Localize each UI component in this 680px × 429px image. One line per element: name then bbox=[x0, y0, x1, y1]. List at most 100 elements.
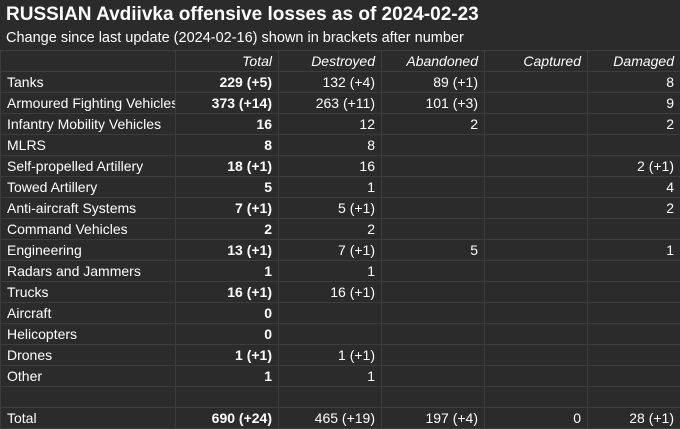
cell-damaged: 2 bbox=[587, 197, 680, 219]
table-row: MLRS 8 8 bbox=[0, 134, 680, 156]
cell-damaged bbox=[587, 134, 680, 156]
cell-abandoned bbox=[381, 302, 485, 324]
cell-damaged: 4 bbox=[587, 176, 680, 198]
cell-category: Helicopters bbox=[0, 323, 176, 345]
header-captured: Captured bbox=[484, 50, 588, 72]
cell-abandoned bbox=[381, 134, 485, 156]
cell-category: Total bbox=[0, 407, 176, 429]
header-row: Total Destroyed Abandoned Captured Damag… bbox=[0, 50, 680, 72]
cell-damaged: 28 (+1) bbox=[587, 407, 680, 429]
table-row: Drones 1 (+1) 1 (+1) bbox=[0, 344, 680, 366]
cell-total: 690 (+24) bbox=[175, 407, 279, 429]
cell-category: MLRS bbox=[0, 134, 176, 156]
cell-damaged bbox=[587, 281, 680, 303]
table-row: Self-propelled Artillery 18 (+1) 16 2 (+1) bbox=[0, 155, 680, 177]
losses-table: Total Destroyed Abandoned Captured Damag… bbox=[0, 50, 680, 429]
total-row: Total 690 (+24) 465 (+19) 197 (+4) 0 28 (+1) bbox=[0, 407, 680, 429]
cell-captured bbox=[484, 260, 588, 282]
cell-destroyed: 263 (+11) bbox=[278, 92, 382, 114]
page-title: RUSSIAN Avdiivka offensive losses as of … bbox=[6, 4, 479, 25]
cell-total: 1 (+1) bbox=[175, 344, 279, 366]
cell-abandoned: 5 bbox=[381, 239, 485, 261]
cell-destroyed bbox=[278, 323, 382, 345]
table-row: Radars and Jammers 1 1 bbox=[0, 260, 680, 282]
table-row: Helicopters 0 bbox=[0, 323, 680, 345]
cell-abandoned: 101 (+3) bbox=[381, 92, 485, 114]
cell-captured bbox=[484, 113, 588, 135]
spacer-cell bbox=[484, 386, 588, 408]
cell-abandoned bbox=[381, 197, 485, 219]
cell-captured bbox=[484, 218, 588, 240]
cell-abandoned bbox=[381, 365, 485, 387]
cell-abandoned bbox=[381, 176, 485, 198]
cell-abandoned: 197 (+4) bbox=[381, 407, 485, 429]
cell-total: 5 bbox=[175, 176, 279, 198]
header-category bbox=[0, 50, 176, 72]
header-destroyed: Destroyed bbox=[278, 50, 382, 72]
cell-captured bbox=[484, 176, 588, 198]
table-row: Anti-aircraft Systems 7 (+1) 5 (+1) 2 bbox=[0, 197, 680, 219]
cell-total: 8 bbox=[175, 134, 279, 156]
cell-captured bbox=[484, 134, 588, 156]
cell-destroyed: 132 (+4) bbox=[278, 71, 382, 93]
header-damaged: Damaged bbox=[587, 50, 680, 72]
cell-captured bbox=[484, 197, 588, 219]
cell-abandoned bbox=[381, 218, 485, 240]
cell-destroyed: 1 bbox=[278, 176, 382, 198]
cell-category: Command Vehicles bbox=[0, 218, 176, 240]
cell-damaged: 8 bbox=[587, 71, 680, 93]
table-row: Engineering 13 (+1) 7 (+1) 5 1 bbox=[0, 239, 680, 261]
cell-category: Self-propelled Artillery bbox=[0, 155, 176, 177]
cell-total: 229 (+5) bbox=[175, 71, 279, 93]
cell-total: 16 (+1) bbox=[175, 281, 279, 303]
spacer-row bbox=[0, 386, 680, 408]
cell-captured: 0 bbox=[484, 407, 588, 429]
cell-category: Other bbox=[0, 365, 176, 387]
cell-damaged bbox=[587, 323, 680, 345]
cell-destroyed: 5 (+1) bbox=[278, 197, 382, 219]
cell-damaged: 2 (+1) bbox=[587, 155, 680, 177]
spacer-cell bbox=[0, 386, 176, 408]
cell-captured bbox=[484, 92, 588, 114]
cell-damaged bbox=[587, 218, 680, 240]
header-total: Total bbox=[175, 50, 279, 72]
cell-category: Radars and Jammers bbox=[0, 260, 176, 282]
cell-abandoned: 89 (+1) bbox=[381, 71, 485, 93]
cell-category: Infantry Mobility Vehicles bbox=[0, 113, 176, 135]
cell-total: 18 (+1) bbox=[175, 155, 279, 177]
cell-total: 373 (+14) bbox=[175, 92, 279, 114]
cell-total: 13 (+1) bbox=[175, 239, 279, 261]
cell-destroyed bbox=[278, 302, 382, 324]
cell-destroyed: 16 bbox=[278, 155, 382, 177]
page-subtitle: Change since last update (2024-02-16) sh… bbox=[6, 30, 464, 46]
cell-damaged: 1 bbox=[587, 239, 680, 261]
spacer-cell bbox=[381, 386, 485, 408]
table-row: Armoured Fighting Vehicles 373 (+14) 263 (… bbox=[0, 92, 680, 114]
cell-destroyed: 12 bbox=[278, 113, 382, 135]
cell-destroyed: 7 (+1) bbox=[278, 239, 382, 261]
cell-abandoned bbox=[381, 260, 485, 282]
table-row: Infantry Mobility Vehicles 16 12 2 2 bbox=[0, 113, 680, 135]
cell-destroyed: 1 bbox=[278, 260, 382, 282]
cell-category: Armoured Fighting Vehicles bbox=[0, 92, 176, 114]
cell-category: Trucks bbox=[0, 281, 176, 303]
cell-abandoned: 2 bbox=[381, 113, 485, 135]
table-row: Towed Artillery 5 1 4 bbox=[0, 176, 680, 198]
table-row: Command Vehicles 2 2 bbox=[0, 218, 680, 240]
cell-captured bbox=[484, 155, 588, 177]
header-abandoned: Abandoned bbox=[381, 50, 485, 72]
cell-damaged: 9 bbox=[587, 92, 680, 114]
cell-total: 16 bbox=[175, 113, 279, 135]
cell-abandoned bbox=[381, 281, 485, 303]
cell-captured bbox=[484, 365, 588, 387]
cell-abandoned bbox=[381, 344, 485, 366]
cell-damaged bbox=[587, 260, 680, 282]
cell-destroyed: 465 (+19) bbox=[278, 407, 382, 429]
cell-destroyed: 1 (+1) bbox=[278, 344, 382, 366]
cell-category: Towed Artillery bbox=[0, 176, 176, 198]
cell-category: Engineering bbox=[0, 239, 176, 261]
cell-destroyed: 16 (+1) bbox=[278, 281, 382, 303]
spacer-cell bbox=[175, 386, 279, 408]
cell-total: 1 bbox=[175, 365, 279, 387]
cell-destroyed: 2 bbox=[278, 218, 382, 240]
